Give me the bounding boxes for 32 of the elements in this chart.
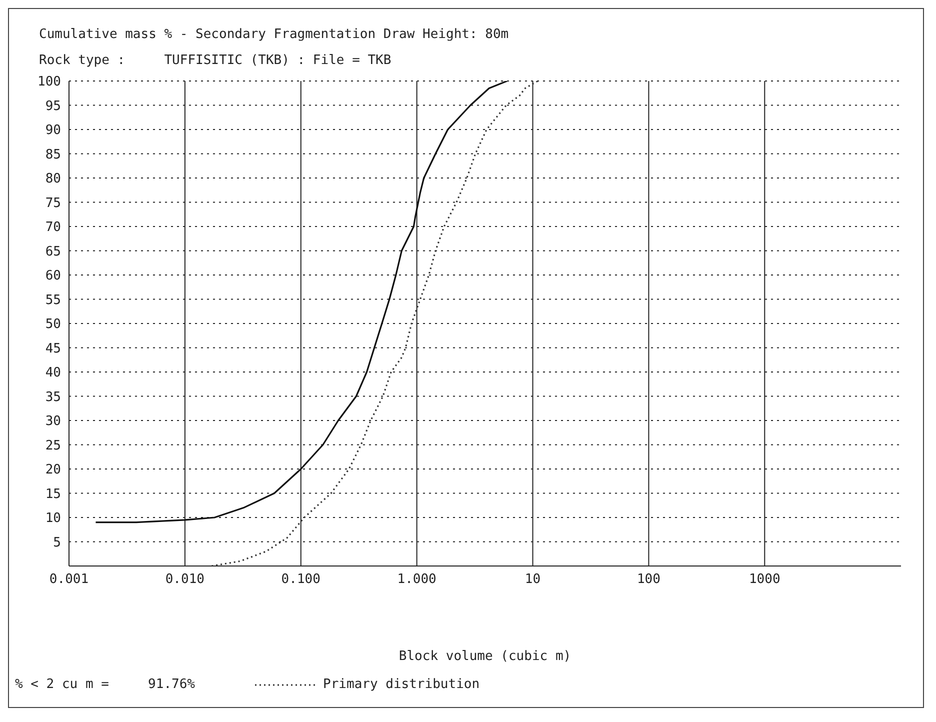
- y-tick-label: 75: [45, 196, 61, 211]
- y-tick-label: 100: [38, 74, 61, 90]
- y-tick-label: 90: [45, 123, 61, 138]
- chart-title: Cumulative mass % - Secondary Fragmentation Draw Height: 80m: [39, 27, 509, 42]
- x-tick-label: 0.100: [281, 572, 320, 588]
- y-tick-label: 65: [45, 244, 61, 260]
- text: % < 2 cu m = 91.76%: [15, 677, 196, 692]
- legend-label: Primary distribution: [323, 677, 480, 692]
- y-tick-label: 85: [45, 147, 61, 162]
- y-tick-label: 55: [45, 292, 61, 308]
- y-tick-label: 50: [45, 317, 61, 332]
- x-axis-title: Block volume (cubic m): [398, 649, 572, 664]
- x-tick-label: 100: [636, 572, 660, 588]
- x-tick-label: 0.001: [49, 572, 89, 588]
- y-tick-label: 70: [45, 220, 61, 236]
- y-tick-label: 35: [45, 390, 61, 405]
- y-tick-label: 15: [45, 486, 61, 502]
- y-tick-label: 5: [53, 535, 61, 550]
- y-tick-label: 45: [45, 341, 61, 356]
- x-tick-label: 1000: [748, 572, 780, 588]
- y-tick-label: 40: [45, 366, 61, 381]
- y-tick-label: 25: [45, 438, 61, 454]
- x-tick-label: 0.010: [165, 572, 205, 588]
- y-tick-label: 80: [45, 172, 61, 187]
- y-tick-label: 95: [45, 98, 61, 114]
- chart-subtitle: Rock type : TUFFISITIC (TKB) : File = TKB: [39, 53, 392, 68]
- x-tick-label: 10: [524, 572, 541, 588]
- x-tick-label: 1.000: [397, 572, 436, 588]
- y-tick-label: 30: [45, 414, 61, 430]
- y-tick-label: 10: [45, 511, 61, 526]
- y-tick-label: 20: [45, 462, 61, 478]
- y-tick-label: 60: [45, 268, 61, 284]
